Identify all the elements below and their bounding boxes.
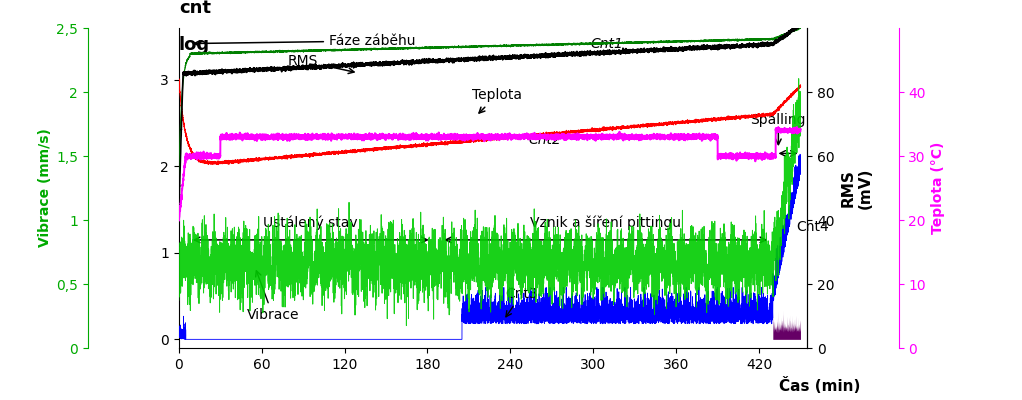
Text: Vznik a šíření pittingu: Vznik a šíření pittingu xyxy=(530,215,682,230)
Y-axis label: RMS
(mV): RMS (mV) xyxy=(840,167,873,209)
X-axis label: Čas (min): Čas (min) xyxy=(779,377,861,394)
Text: Cnt3: Cnt3 xyxy=(505,287,538,317)
Text: Teplota: Teplota xyxy=(471,88,521,113)
Text: Cnt2: Cnt2 xyxy=(528,134,561,148)
Text: Fáze záběhu: Fáze záběhu xyxy=(194,34,416,48)
Y-axis label: Vibrace (mm/s): Vibrace (mm/s) xyxy=(38,128,52,248)
Text: RMS: RMS xyxy=(288,54,354,74)
Text: cnt: cnt xyxy=(179,0,211,17)
Text: Spalling: Spalling xyxy=(750,114,806,144)
Y-axis label: Teplota (°C): Teplota (°C) xyxy=(931,142,945,234)
Text: Cnt1: Cnt1 xyxy=(591,36,623,50)
Text: Ustálený stav: Ustálený stav xyxy=(263,215,358,230)
Text: log: log xyxy=(179,36,210,54)
Text: Cnt4: Cnt4 xyxy=(796,220,829,234)
Text: Vibrace: Vibrace xyxy=(246,271,299,322)
